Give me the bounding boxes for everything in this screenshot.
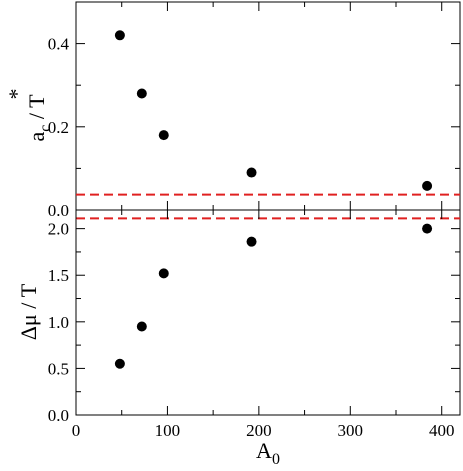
bottom-data-point xyxy=(136,321,147,332)
x-axis-label: A0 xyxy=(256,438,280,468)
bottom-panel: 0.00.51.01.52.00 100 200 300 400 Δμ / T A0 xyxy=(16,209,461,468)
top-y-label-sup: * xyxy=(4,89,29,100)
bottom-y-tick-label: 2.0 xyxy=(48,220,69,239)
x-tick-label: 300 xyxy=(338,421,364,440)
top-data-point xyxy=(136,88,147,99)
top-y-label-sub: c xyxy=(37,125,54,132)
bottom-y-tick-label: 0.0 xyxy=(48,406,69,425)
top-y-label-base: a xyxy=(24,132,49,142)
top-panel: 0.0 0.2 0.4 ac / T * xyxy=(4,1,461,220)
bottom-y-tick-label: 1.5 xyxy=(48,266,69,285)
top-y-axis-label: ac / T xyxy=(24,94,54,142)
bottom-plot-frame xyxy=(75,209,461,416)
top-y-label-rest: / T xyxy=(24,94,49,125)
x-tick-label: 400 xyxy=(429,421,455,440)
x-tick-label: 100 xyxy=(155,421,181,440)
top-ticks-group: 0.0 0.2 0.4 xyxy=(48,2,460,220)
x-label-base: A xyxy=(256,438,272,463)
bottom-ticks-group: 0.0 0.5 1.0 1.5 2.0 0 100 200 300 400 xyxy=(48,210,460,440)
top-data-point xyxy=(114,30,125,41)
x-tick-label: 0 xyxy=(72,421,81,440)
bottom-data-point xyxy=(114,358,125,369)
top-y-tick-label: 0.2 xyxy=(48,118,69,137)
top-data-point xyxy=(158,130,169,141)
top-points-group xyxy=(114,30,433,191)
top-y-tick-label: 0.4 xyxy=(48,35,70,54)
bottom-data-point xyxy=(422,223,433,234)
bottom-y-axis-label: Δμ / T xyxy=(16,283,41,340)
x-label-sub: 0 xyxy=(272,451,280,468)
top-y-tick-label: 0.0 xyxy=(48,201,69,220)
bottom-y-tick-label: 1.0 xyxy=(48,313,69,332)
bottom-data-point xyxy=(158,268,169,279)
top-data-point xyxy=(246,167,257,178)
top-data-point xyxy=(422,180,433,191)
top-plot-frame xyxy=(75,1,461,211)
bottom-points-group xyxy=(114,223,433,369)
x-tick-label: 200 xyxy=(246,421,272,440)
bottom-data-point xyxy=(246,236,257,247)
bottom-y-tick-label: 0.5 xyxy=(48,359,69,378)
